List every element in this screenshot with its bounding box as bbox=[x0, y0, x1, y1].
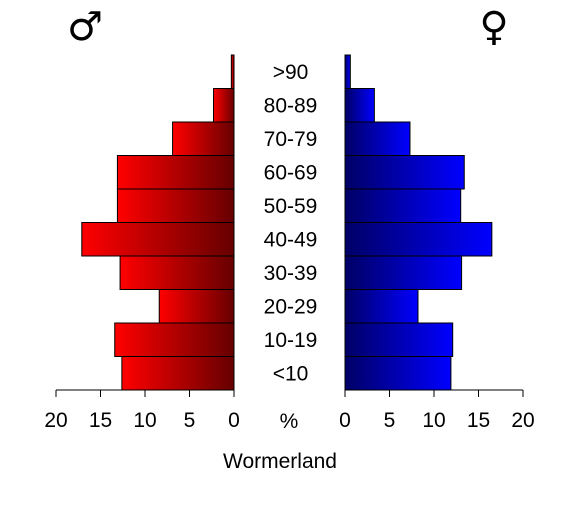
age-label-8: 80-89 bbox=[264, 94, 318, 117]
male-symbol: ♂ bbox=[67, 4, 103, 50]
male-axis: 0 5 10 15 20 bbox=[44, 389, 240, 432]
male-bar-9 bbox=[230, 54, 235, 89]
chart-title: Wormerland bbox=[223, 450, 337, 473]
age-label-7: 70-79 bbox=[264, 128, 318, 151]
female-bar-8 bbox=[344, 88, 375, 123]
female-bars bbox=[344, 54, 493, 391]
male-bar-7 bbox=[172, 121, 235, 156]
female-bar-4 bbox=[344, 222, 493, 257]
female-bar-7 bbox=[344, 121, 411, 156]
female-bar-3 bbox=[344, 255, 463, 290]
age-label-0: <10 bbox=[273, 362, 309, 385]
male-tick-label-4: 20 bbox=[44, 409, 67, 432]
age-label-2: 20-29 bbox=[264, 295, 318, 318]
male-tick-label-1: 5 bbox=[184, 409, 196, 432]
female-bar-6 bbox=[344, 155, 465, 190]
age-label-6: 60-69 bbox=[264, 161, 318, 184]
male-tick-label-3: 15 bbox=[89, 409, 112, 432]
male-bar-5 bbox=[116, 188, 235, 223]
age-label-1: 10-19 bbox=[264, 329, 318, 352]
age-label-3: 30-39 bbox=[264, 262, 318, 285]
female-bar-0 bbox=[344, 356, 452, 391]
female-bar-5 bbox=[344, 188, 462, 223]
male-bar-4 bbox=[81, 222, 235, 257]
female-axis: 0 5 10 15 20 bbox=[339, 389, 535, 432]
male-bar-0 bbox=[121, 356, 235, 391]
male-bars bbox=[81, 54, 235, 391]
male-tick-label-2: 10 bbox=[133, 409, 156, 432]
age-label-9: >90 bbox=[273, 61, 309, 84]
female-symbol: ♀ bbox=[479, 4, 508, 50]
female-tick-label-1: 5 bbox=[384, 409, 396, 432]
female-bar-9 bbox=[344, 54, 351, 89]
male-bar-6 bbox=[116, 155, 235, 190]
female-tick-label-3: 15 bbox=[467, 409, 490, 432]
female-tick-label-4: 20 bbox=[511, 409, 534, 432]
female-tick-label-2: 10 bbox=[422, 409, 445, 432]
age-label-5: 50-59 bbox=[264, 195, 318, 218]
age-labels: <10 10-19 20-29 30-39 40-49 50-59 60-69 70-79 80… bbox=[264, 61, 318, 386]
male-bar-8 bbox=[213, 88, 235, 123]
male-tick-label-0: 0 bbox=[228, 409, 240, 432]
age-label-4: 40-49 bbox=[264, 228, 318, 251]
male-bar-1 bbox=[114, 322, 235, 357]
unit-label: % bbox=[280, 410, 299, 433]
female-tick-label-0: 0 bbox=[339, 409, 351, 432]
male-bar-2 bbox=[158, 289, 235, 324]
female-bar-2 bbox=[344, 289, 419, 324]
male-bar-3 bbox=[119, 255, 235, 290]
female-bar-1 bbox=[344, 322, 454, 357]
